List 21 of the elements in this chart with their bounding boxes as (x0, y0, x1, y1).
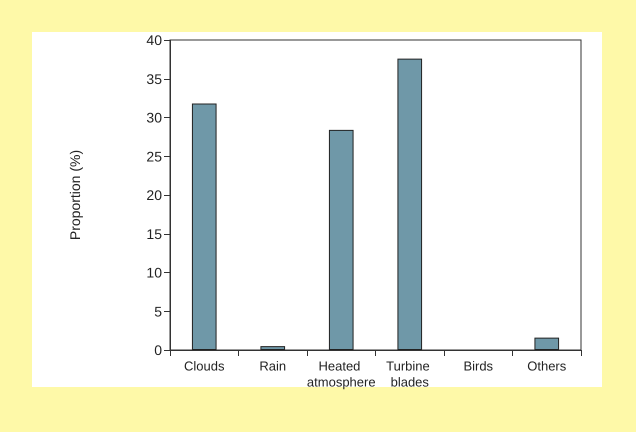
y-tick-label: 0 (154, 342, 162, 358)
bar (260, 346, 286, 350)
y-tick-label: 5 (154, 303, 162, 320)
y-tick-label: 15 (146, 226, 162, 242)
y-tick-label: 10 (146, 264, 162, 280)
y-axis-title: Proportion (%) (67, 150, 83, 240)
y-tick-label: 20 (146, 187, 162, 203)
y-tick-label: 30 (146, 110, 162, 126)
y-tick-label: 35 (146, 70, 162, 87)
x-tick-label: Clouds (184, 358, 225, 374)
bar (192, 104, 217, 350)
x-tick-label: Birds (463, 358, 494, 374)
x-tick-label: Heated atmosphere (306, 358, 376, 390)
y-tick-label: 25 (146, 148, 162, 164)
bar (397, 58, 422, 350)
x-tick-label: Others (527, 358, 567, 374)
x-tick-label: Rain (259, 358, 286, 374)
y-tick-label: 40 (146, 32, 162, 48)
bar (534, 338, 560, 350)
bar (328, 130, 354, 350)
x-tick-label: Turbine blades (386, 358, 434, 390)
